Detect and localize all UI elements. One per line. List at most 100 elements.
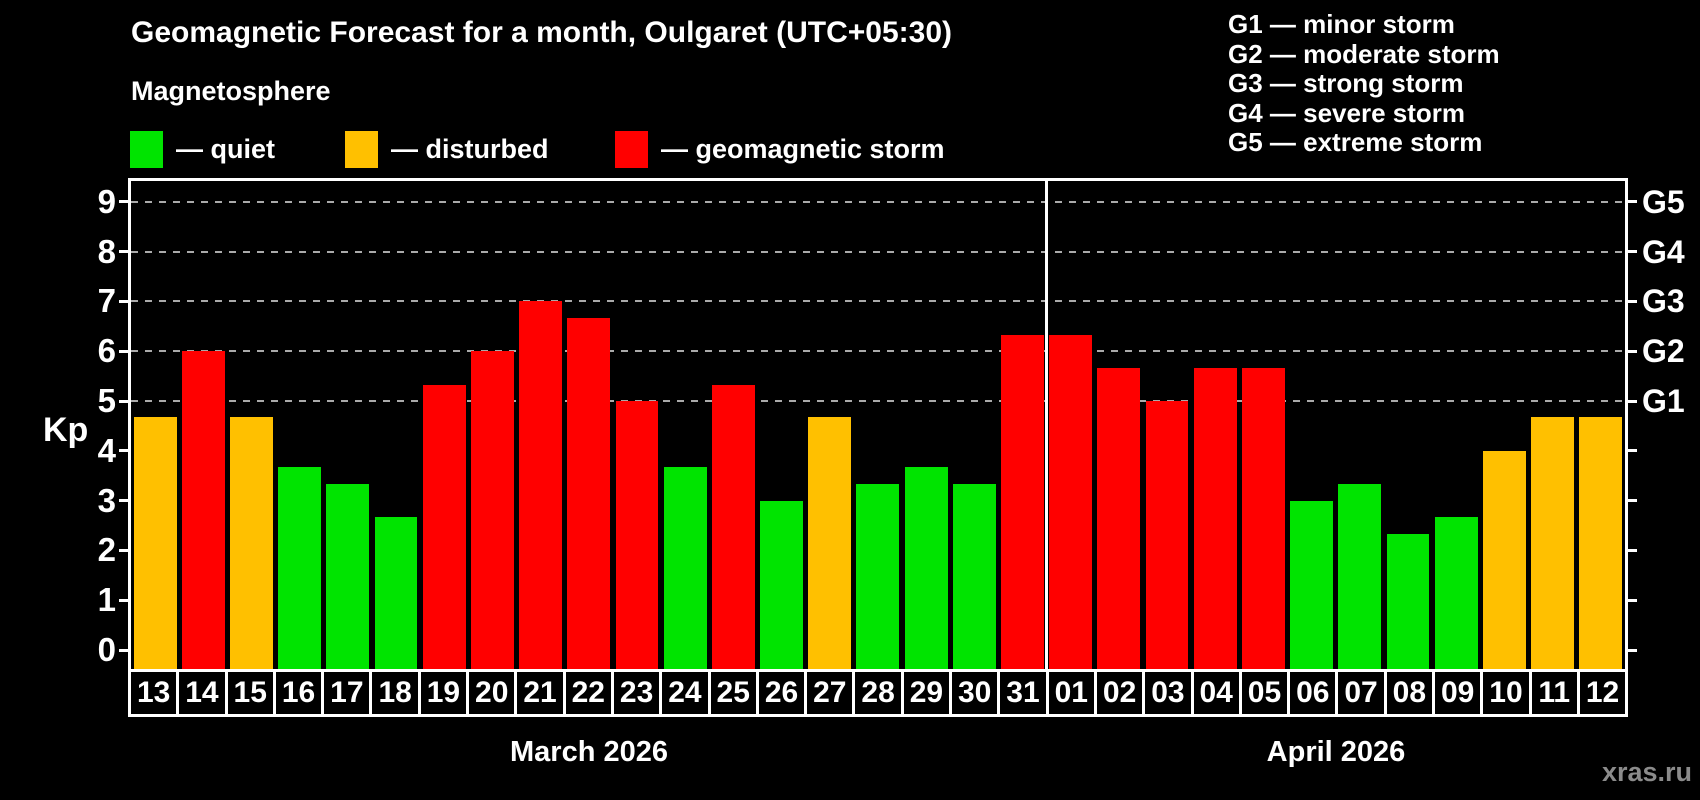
- kp-bar-12: [1579, 417, 1623, 669]
- bar-slot: [854, 181, 902, 669]
- y-tick-label-5: 5: [97, 382, 116, 419]
- y-tick-label-3: 3: [97, 481, 116, 519]
- plot-area: Kp 0 1 2 3 4 5 6 7 8 9 G1 G2 G3 G4 G5: [43, 181, 1685, 669]
- y-tick-right-1: [1628, 598, 1637, 602]
- date-cell-31: 31: [997, 672, 1045, 714]
- date-cell-21: 21: [514, 672, 562, 714]
- date-cell-07: 07: [1335, 672, 1383, 714]
- y-tick-left-7: [119, 299, 128, 303]
- g-axis-label-G4: G4: [1642, 233, 1685, 270]
- kp-bar-30: [952, 484, 996, 669]
- y-tick-label-8: 8: [97, 232, 116, 270]
- kp-bar-11: [1531, 417, 1574, 669]
- bar-slot: [517, 181, 565, 669]
- date-cell-14: 14: [176, 672, 224, 714]
- y-tick-label-1: 1: [97, 581, 116, 619]
- kp-bar-03: [1145, 401, 1189, 669]
- bar-slot: [1095, 181, 1143, 669]
- storm-scale-item: G3 — strong storm: [1228, 68, 1464, 98]
- y-tick-left-3: [119, 499, 128, 503]
- gridline-kp-6: [131, 350, 1625, 353]
- quiet-swatch-icon: [130, 131, 163, 168]
- g-axis-label-G1: G1: [1642, 383, 1685, 419]
- kp-bar-13: [133, 417, 177, 669]
- storm-scale-legend: G1 — minor storm G2 — moderate storm G3 — …: [1228, 9, 1500, 158]
- date-cell-16: 16: [272, 672, 321, 714]
- date-cell-08: 08: [1383, 672, 1432, 714]
- storm-scale-item: G2 — moderate storm: [1228, 38, 1500, 69]
- month-divider: [1045, 181, 1049, 669]
- date-cell-18: 18: [369, 672, 417, 714]
- bar-slot: [709, 181, 757, 669]
- date-cell-03: 03: [1142, 672, 1190, 714]
- bar-slot: [1239, 181, 1287, 669]
- kp-bar-10: [1482, 450, 1526, 669]
- date-cell-29: 29: [900, 672, 949, 714]
- storm-scale-item: G1 — minor storm: [1228, 9, 1455, 39]
- kp-bar-16: [278, 467, 322, 669]
- bar-slot: [1384, 181, 1432, 669]
- kp-bar-04: [1193, 367, 1237, 669]
- date-cell-30: 30: [949, 672, 997, 714]
- y-tick-right-8: [1628, 250, 1637, 254]
- storm-scale-item: G5 — extreme storm: [1228, 127, 1483, 157]
- chart-title: Geomagnetic Forecast for a month, Oulgar…: [131, 16, 953, 49]
- y-tick-right-2: [1628, 548, 1637, 552]
- month-label-march: March 2026: [510, 736, 668, 768]
- date-axis: 13 14 15 16 17 18 19 20 21 22 23 24 25 26 27 28 29 30 31 01…: [128, 669, 1628, 717]
- y-tick-right-3: [1628, 499, 1637, 503]
- g-axis-label-G5: G5: [1642, 183, 1685, 220]
- y-tick-left-4: [119, 449, 128, 453]
- bar-slot: [227, 181, 275, 669]
- y-tick-label-4: 4: [97, 431, 116, 469]
- y-tick-right-0: [1628, 648, 1637, 652]
- kp-bar-31: [1001, 334, 1044, 669]
- kp-bar-21: [519, 301, 563, 669]
- date-cell-01: 01: [1045, 672, 1094, 714]
- kp-bar-26: [760, 500, 803, 669]
- bar-slot: [179, 181, 227, 669]
- kp-bar-06: [1290, 500, 1334, 669]
- bar-slot: [565, 181, 613, 669]
- bar-slot: [131, 181, 179, 669]
- y-tick-left-2: [119, 548, 128, 552]
- bar-slot: [902, 181, 950, 669]
- y-tick-left-6: [119, 349, 128, 353]
- month-label-april: April 2026: [1266, 736, 1406, 768]
- bar-slot: [1047, 181, 1095, 669]
- bar-slot: [950, 181, 998, 669]
- kp-bar-22: [567, 317, 611, 669]
- y-tick-left-9: [119, 200, 128, 204]
- kp-bar-01: [1049, 334, 1093, 669]
- legend-label: — geomagnetic storm: [661, 134, 945, 164]
- legend-item-storm: — geomagnetic storm: [615, 131, 945, 168]
- y-tick-left-8: [119, 250, 128, 254]
- kp-bar-15: [230, 417, 273, 669]
- bar-slot: [420, 181, 468, 669]
- date-cell-10: 10: [1480, 672, 1528, 714]
- bar-slot: [1577, 181, 1625, 669]
- y-tick-label-9: 9: [97, 182, 116, 220]
- date-cell-20: 20: [466, 672, 514, 714]
- date-cell-24: 24: [659, 672, 707, 714]
- date-cell-02: 02: [1093, 672, 1142, 714]
- date-cell-13: 13: [136, 676, 171, 709]
- kp-bar-24: [663, 467, 707, 669]
- date-cell-06: 06: [1287, 672, 1335, 714]
- y-tick-left-1: [119, 598, 128, 602]
- bar-slot: [613, 181, 661, 669]
- gridline-kp-5: [131, 400, 1625, 402]
- date-cell-28: 28: [852, 672, 900, 714]
- date-cell-12: 12: [1576, 672, 1625, 714]
- bar-slot: [1288, 181, 1336, 669]
- watermark: xras.ru: [1601, 757, 1692, 787]
- bar-slot: [757, 181, 805, 669]
- y-tick-left-0: [119, 648, 128, 652]
- y-tick-right-5: [1628, 399, 1637, 403]
- bar-slot: [1336, 181, 1384, 669]
- kp-bar-17: [326, 484, 370, 669]
- date-cell-09: 09: [1432, 672, 1480, 714]
- gridline-kp-8: [131, 250, 1625, 253]
- date-cell-23: 23: [610, 672, 659, 714]
